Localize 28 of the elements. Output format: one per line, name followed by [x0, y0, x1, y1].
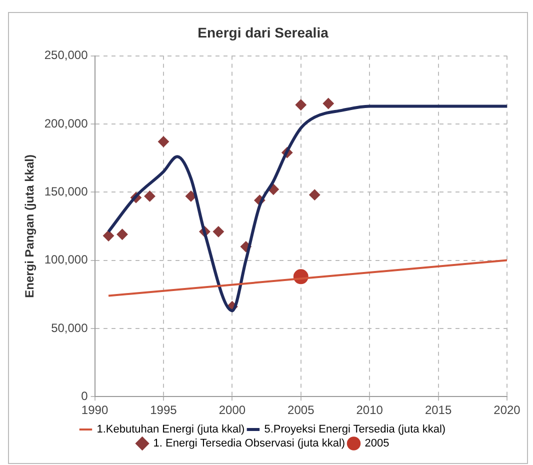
- x-tick-label: 2000: [218, 403, 246, 418]
- x-tick-label: 2005: [288, 403, 315, 418]
- x-tick-label: 2015: [424, 403, 452, 418]
- legend-label: 1. Energi Tersedia Observasi (juta kkal): [153, 438, 346, 450]
- point: [309, 189, 320, 200]
- y-tick-label: 0: [81, 388, 88, 403]
- y-axis-title: Energi Pangan (juta kkal): [22, 154, 37, 298]
- point: [103, 230, 114, 242]
- point: [212, 226, 224, 238]
- y-tick-label: 50,000: [51, 320, 88, 335]
- x-tick-label: 2010: [356, 403, 384, 418]
- legend-label: 1.Kebutuhan Energi (juta kkal): [96, 424, 245, 436]
- x-tick-label: 2020: [494, 403, 521, 418]
- chart-title: Energi dari Serealia: [198, 24, 329, 40]
- point: [158, 136, 169, 148]
- y-tick-label: 150,000: [44, 184, 88, 198]
- y-tick-label: 200,000: [44, 116, 88, 130]
- point: [322, 98, 334, 110]
- legend-label: 2005: [364, 438, 390, 450]
- y-tick-label: 100,000: [44, 252, 88, 267]
- point: [144, 190, 156, 202]
- x-tick-label: 1990: [81, 403, 108, 418]
- point: [185, 190, 196, 202]
- legend-label: 5.Proyeksi Energi Tersedia (juta kkal): [264, 424, 446, 436]
- x-tick-label: 1995: [150, 403, 178, 418]
- point: [116, 228, 128, 240]
- y-tick-label: 250,000: [44, 48, 88, 62]
- point: [295, 99, 306, 110]
